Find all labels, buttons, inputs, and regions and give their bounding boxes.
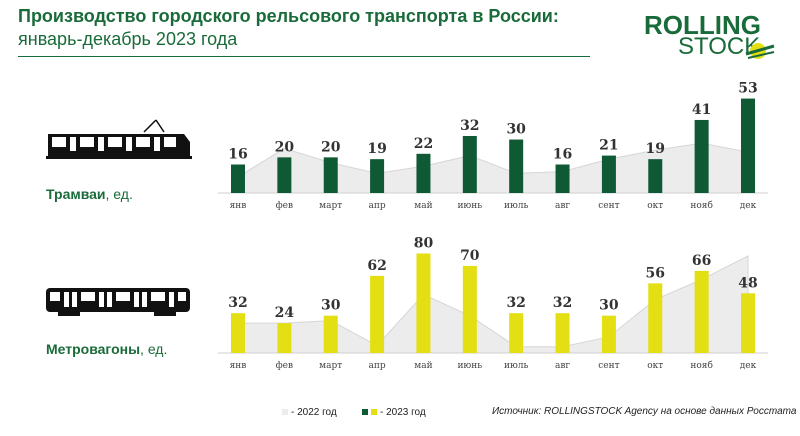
tick-label: окт — [647, 201, 663, 211]
bar-2023 — [601, 155, 616, 193]
tick-label: авг — [555, 201, 570, 211]
tick-label: янв — [230, 361, 247, 371]
legend-swatch-2022 — [282, 409, 288, 416]
metro-chart: 32 янв 24 фев 30 март 62 апр 80 май 70 июнь 32 июль 32… — [218, 235, 768, 371]
data-label: 22 — [414, 136, 433, 152]
bar-2023 — [555, 313, 570, 353]
bar-2023 — [277, 157, 292, 193]
data-label: 53 — [738, 81, 757, 97]
data-label: 21 — [599, 138, 618, 154]
tick-label: июль — [504, 201, 529, 211]
bar-2023 — [509, 313, 524, 353]
tick-label: апр — [369, 201, 386, 211]
source-note: Источник: ROLLINGSTOCK Agency на основе … — [492, 406, 797, 417]
bar-2023 — [370, 159, 385, 193]
legend-swatch-2023-metro — [371, 409, 377, 416]
data-label: 30 — [506, 122, 526, 138]
bar-2023 — [694, 119, 709, 193]
tick-label: апр — [369, 361, 386, 371]
bar-2023 — [231, 313, 245, 353]
tick-label: июнь — [457, 201, 482, 211]
data-label: 19 — [646, 141, 665, 157]
tick-label: дек — [740, 201, 757, 211]
data-label: 70 — [460, 248, 480, 264]
legend-swatch-2023-tram — [362, 409, 368, 416]
tick-label: фев — [276, 361, 293, 371]
data-label: 16 — [228, 146, 247, 162]
tick-label: дек — [740, 361, 757, 371]
bar-2023 — [741, 98, 755, 193]
bar-2023 — [555, 164, 570, 193]
data-label: 80 — [414, 235, 434, 251]
tick-label: май — [414, 361, 432, 371]
area-2022 — [237, 142, 749, 194]
data-label: 16 — [553, 146, 572, 162]
tram-icon — [46, 119, 192, 159]
data-label: 41 — [692, 102, 711, 118]
tram-chart: 16 янв 20 фев 20 март 19 апр 22 май 32 июнь 30 июль 16… — [218, 81, 768, 211]
data-label: 48 — [738, 275, 757, 291]
bar-2023 — [416, 253, 431, 353]
tick-label: нояб — [690, 200, 713, 211]
data-label: 66 — [692, 253, 711, 269]
data-label: 32 — [460, 118, 479, 134]
tick-label: март — [319, 361, 342, 371]
chart-subtitle: январь-декабрь 2023 года — [18, 29, 238, 49]
title-divider — [18, 56, 590, 57]
data-label: 30 — [321, 298, 341, 314]
tram-series-label: Трамваи, ед. — [46, 186, 133, 202]
bar-2023 — [648, 159, 663, 193]
logo-line-2: STOCK — [678, 33, 761, 60]
tick-label: янв — [230, 201, 247, 211]
tick-label: март — [319, 201, 342, 211]
bar-2023 — [741, 293, 755, 353]
bar-2023 — [277, 323, 292, 353]
tick-label: фев — [276, 201, 293, 211]
metro-car-icon — [46, 288, 190, 316]
tick-label: сент — [598, 361, 619, 371]
data-label: 32 — [506, 295, 525, 311]
data-label: 62 — [367, 258, 386, 274]
tick-label: май — [414, 201, 432, 211]
legend-2022: - 2022 год — [282, 407, 337, 418]
logo-train-mark-icon — [745, 43, 775, 59]
bar-2023 — [416, 153, 431, 193]
data-label: 20 — [275, 139, 295, 155]
bar-2023 — [323, 315, 338, 353]
metro-series-label: Метровагоны, ед. — [46, 341, 168, 357]
tick-label: окт — [647, 361, 663, 371]
bar-2023 — [462, 265, 477, 353]
bar-2023 — [648, 283, 663, 353]
area-2022 — [237, 255, 749, 354]
bar-2023 — [509, 139, 524, 193]
data-label: 56 — [646, 265, 665, 281]
tick-label: сент — [598, 201, 619, 211]
bar-2023 — [323, 157, 338, 193]
data-label: 19 — [367, 141, 386, 157]
logo-line-1: ROLLING — [644, 10, 761, 40]
tick-label: нояб — [690, 360, 713, 371]
legend-2023: - 2023 год — [362, 407, 426, 418]
data-label: 32 — [228, 295, 247, 311]
bar-2023 — [462, 135, 477, 193]
bar-2023 — [231, 164, 245, 193]
rollingstock-logo: ROLLING STOCK — [640, 10, 780, 60]
bar-2023 — [694, 270, 709, 353]
data-label: 32 — [553, 295, 572, 311]
data-label: 30 — [599, 298, 619, 314]
tick-label: авг — [555, 361, 570, 371]
data-label: 24 — [275, 305, 295, 321]
data-label: 20 — [321, 139, 341, 155]
bar-2023 — [370, 275, 385, 353]
bar-2023 — [601, 315, 616, 353]
tick-label: июль — [504, 361, 529, 371]
tick-label: июнь — [457, 361, 482, 371]
chart-title: Производство городского рельсового транс… — [18, 6, 559, 26]
